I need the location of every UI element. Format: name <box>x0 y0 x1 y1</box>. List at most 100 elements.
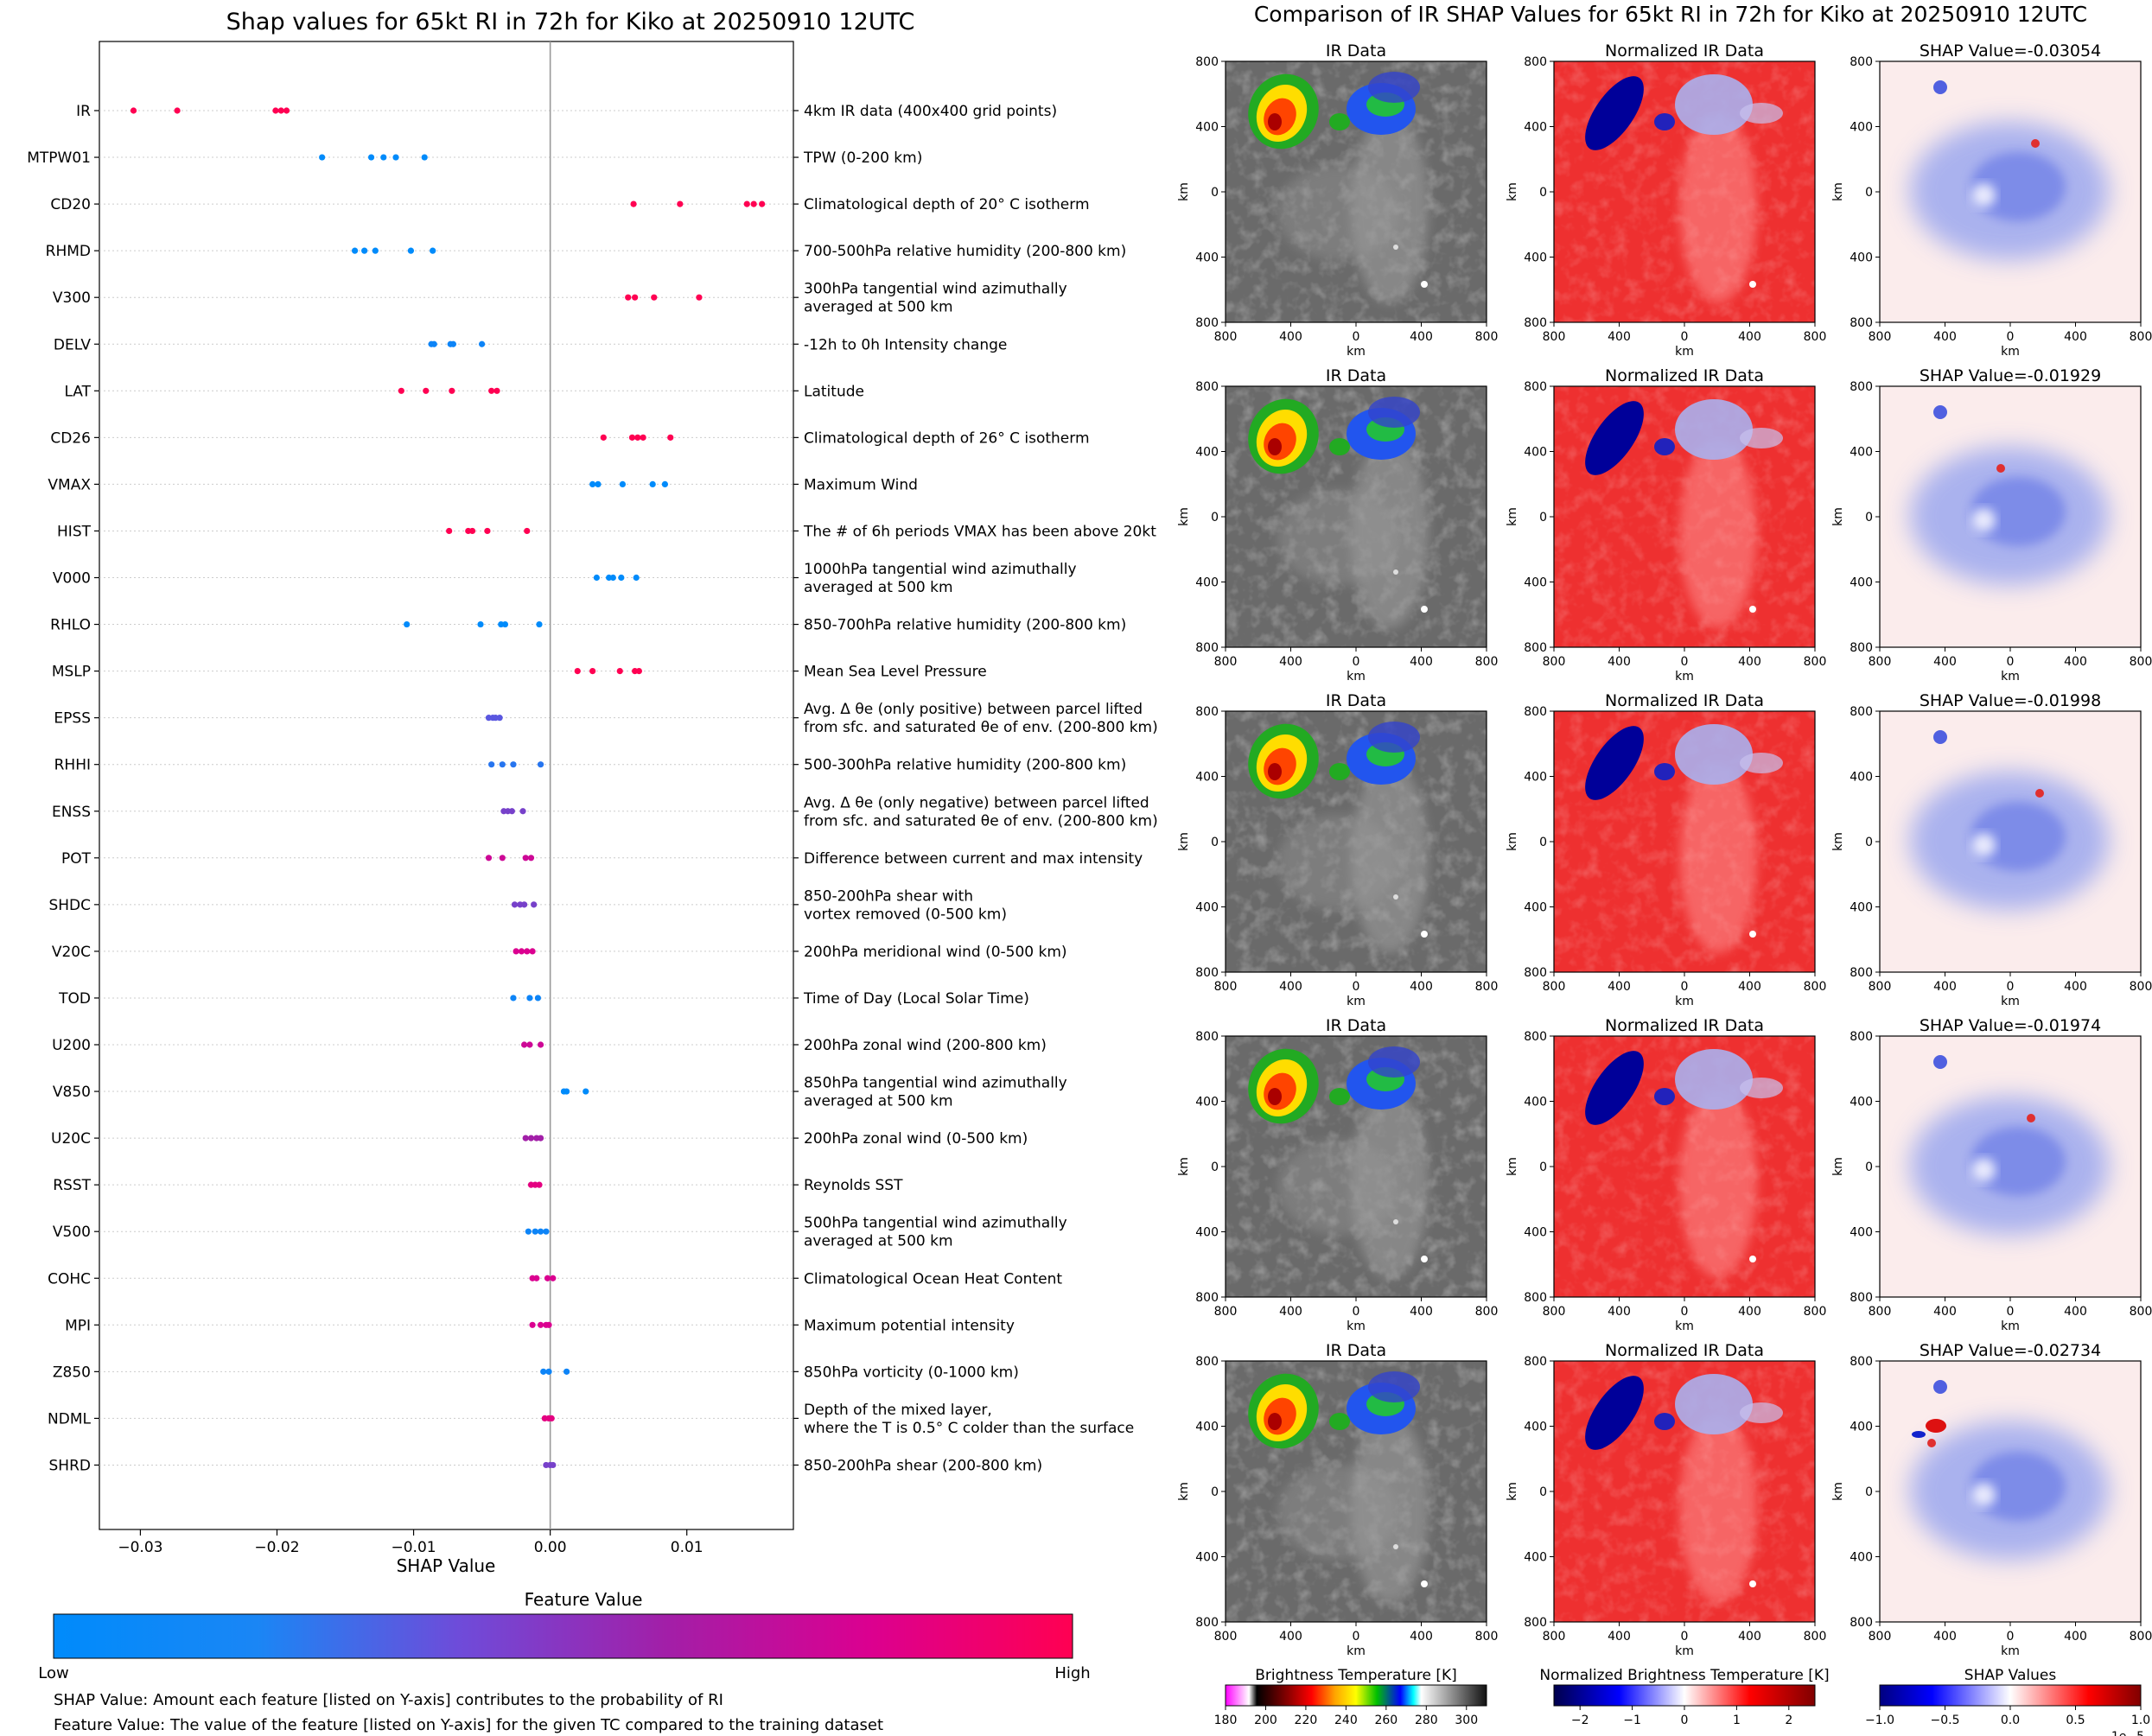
colorbar-tick-label: 300 <box>1455 1714 1478 1727</box>
feature-row-mpi: MPI Maximum potential intensity <box>65 1317 1015 1334</box>
shap-point <box>743 200 750 207</box>
panel-y-tick-label: 400 <box>1850 771 1873 785</box>
shap-point <box>430 247 436 254</box>
panel-y-tick-label: 800 <box>1524 1291 1547 1305</box>
panel-x-tick-label: 400 <box>1933 655 1957 669</box>
norm-cloud-cold <box>1675 74 1753 135</box>
shap-point <box>696 294 703 301</box>
feature-label: SHDC <box>48 897 91 914</box>
panel-y-axis-label: km <box>1177 507 1191 526</box>
shap-point <box>513 948 519 955</box>
panel-y-tick-label: 400 <box>1195 1421 1219 1434</box>
panel-y-tick-label: 0 <box>1539 186 1547 200</box>
x-tick-label: 0.00 <box>534 1539 567 1556</box>
shap-point <box>649 480 656 488</box>
panel-x-tick-label: 400 <box>1608 655 1631 669</box>
panel-y-tick-label: 800 <box>1195 316 1219 330</box>
feature-label: RHHI <box>54 757 91 774</box>
right-title: Comparison of IR SHAP Values for 65kt RI… <box>1254 2 2087 27</box>
convection-small <box>1329 113 1350 130</box>
panel-title: Normalized IR Data <box>1605 1016 1764 1035</box>
shap-point <box>496 715 503 722</box>
panel-x-tick-label: 800 <box>1869 1630 1892 1644</box>
shap-point <box>380 154 387 161</box>
panel-x-tick-label: 400 <box>1410 330 1433 344</box>
convection-core <box>1268 1088 1282 1105</box>
feature-row-v850: V850 850hPa tangential wind azimuthallyav… <box>53 1075 1067 1110</box>
shap-point <box>634 434 641 441</box>
panel-title: IR Data <box>1326 41 1386 60</box>
shap-point <box>563 1368 570 1375</box>
colorbar-title: Normalized Brightness Temperature [K] <box>1539 1667 1829 1684</box>
feature-description: Avg. Δ θe (only negative) between parcel… <box>804 794 1149 811</box>
norm-cloud-cold <box>1675 724 1753 785</box>
panel-y-tick-label: 0 <box>1539 511 1547 525</box>
panel-x-tick-label: 800 <box>1475 330 1499 344</box>
norm-cloud <box>1740 1078 1783 1098</box>
panel-title: IR Data <box>1326 691 1386 710</box>
shap-point <box>477 620 484 628</box>
panel-colorbars: Brightness Temperature [K] 180 200 220 240 26… <box>1214 1667 2151 1736</box>
panel-y-tick-label: 400 <box>1195 901 1219 915</box>
feature-label: V20C <box>52 944 91 961</box>
convection-small <box>1329 438 1350 455</box>
shap-point <box>661 480 669 488</box>
panel-y-tick-label: 800 <box>1850 55 1873 69</box>
panel-x-tick-label: 400 <box>1410 1305 1433 1319</box>
shap-point <box>521 1041 528 1048</box>
panel-y-tick-label: 400 <box>1195 446 1219 460</box>
panel-title: Normalized IR Data <box>1605 691 1764 710</box>
colorbar-tick-label: 1.0 <box>2131 1714 2150 1727</box>
feature-label: RHLO <box>50 617 91 634</box>
feature-description: averaged at 500 km <box>804 299 953 316</box>
norm-cloud-cold <box>1675 399 1753 460</box>
panel-x-tick-label: 400 <box>1933 330 1957 344</box>
panel-y-tick-label: 400 <box>1524 1551 1547 1565</box>
colorbar-1: Brightness Temperature [K] 180 200 220 240 26… <box>1214 1667 1487 1727</box>
feature-row-z850: Z850 850hPa vorticity (0-1000 km) <box>53 1364 1019 1381</box>
panel-y-tick-label: 400 <box>1195 771 1219 785</box>
shap-point <box>550 1275 557 1281</box>
feature-label: MTPW01 <box>27 149 91 167</box>
panel-x-tick-label: 0 <box>1681 655 1689 669</box>
feature-row-rhlo: RHLO 850-700hPa relative humidity (200-80… <box>50 617 1126 634</box>
feature-label: COHC <box>48 1270 91 1288</box>
colorbar-title: SHAP Values <box>1964 1667 2057 1684</box>
norm-small <box>1654 1413 1675 1430</box>
panel-x-tick-label: 800 <box>1214 1630 1238 1644</box>
norm-cloud-band <box>1679 113 1757 303</box>
shap-spot-red <box>2027 1114 2035 1122</box>
shap-point <box>543 1228 550 1235</box>
shap-point <box>618 574 625 582</box>
panel-x-axis-label: km <box>2001 995 2020 1008</box>
shap-point <box>628 434 636 441</box>
shap-point <box>423 387 430 394</box>
panel-y-axis-label: km <box>1506 832 1519 851</box>
panel-y-tick-label: 0 <box>1865 186 1873 200</box>
panel-y-tick-label: 800 <box>1195 1616 1219 1630</box>
panel-x-tick-label: 800 <box>1475 655 1499 669</box>
norm-cloud <box>1740 753 1783 773</box>
shap-negative-core <box>1971 1452 2066 1521</box>
feature-label: SHRD <box>49 1457 91 1474</box>
shap-point <box>511 901 519 908</box>
colorbar-tick-label: −0.5 <box>1931 1714 1960 1727</box>
panel-y-tick-label: 0 <box>1211 186 1219 200</box>
shap-beeswarm-chart: −0.03 −0.02 −0.01 0.00 0.01 IR 4km IR data (4… <box>27 41 1158 1576</box>
panel-title: IR Data <box>1326 1016 1386 1035</box>
bright-spot <box>1421 1256 1428 1262</box>
panel-y-tick-label: 800 <box>1524 380 1547 394</box>
convection-core <box>1268 438 1282 455</box>
shap-point <box>589 668 596 675</box>
panel-x-axis-label: km <box>2001 345 2020 359</box>
feature-row-rhhi: RHHI 500-300hPa relative humidity (200-80… <box>54 757 1127 774</box>
panel-x-tick-label: 0 <box>1353 1305 1360 1319</box>
feature-label: RHMD <box>46 243 91 260</box>
x-tick-label: −0.02 <box>254 1539 299 1556</box>
feature-description: 700-500hPa relative humidity (200-800 km… <box>804 243 1126 260</box>
feature-description: 200hPa zonal wind (0-500 km) <box>804 1130 1028 1148</box>
shap-spot-red <box>1996 464 2005 473</box>
norm-cloud <box>1740 1402 1783 1423</box>
feature-label: TOD <box>58 990 91 1008</box>
